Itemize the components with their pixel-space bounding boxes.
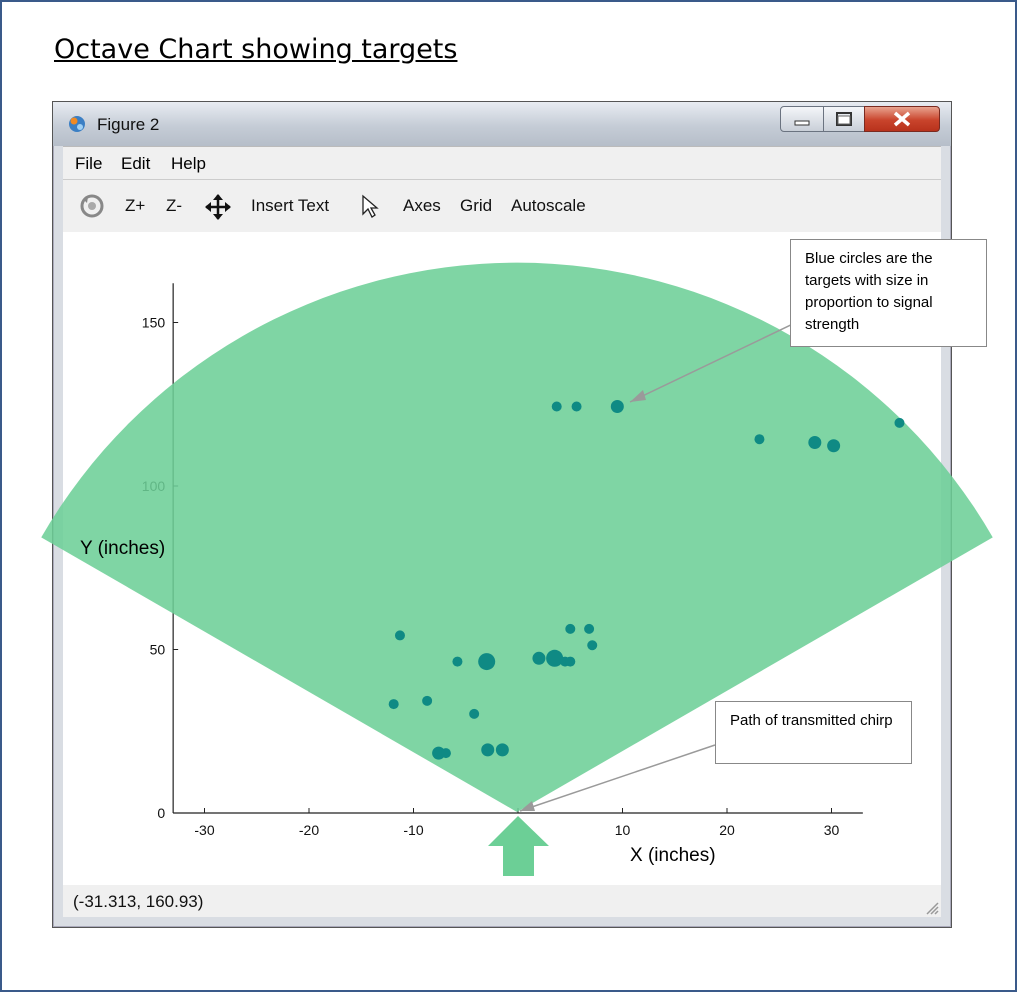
target-point [388,699,399,710]
insert-text-button[interactable]: Insert Text [251,196,330,215]
x-tick-label: -30 [194,822,214,838]
target-point [571,401,582,412]
target-point [432,746,446,760]
target-point [808,435,822,449]
toolbar: Z+ Z- Insert Text Axes Grid Autoscale [63,179,941,233]
status-bar: (-31.313, 160.93) [63,885,941,917]
x-tick-label: -10 [403,822,423,838]
y-tick-label: 50 [150,642,166,658]
target-point [478,653,496,671]
close-button[interactable] [864,106,940,132]
chirp-arrow [488,816,549,876]
target-point [610,400,624,414]
target-point [422,695,433,706]
target-point [565,623,576,634]
menu-file[interactable]: File [75,154,103,173]
chirp-leader-line [519,744,716,812]
select-pointer-icon[interactable] [360,194,380,220]
y-axis-label: Y (inches) [80,538,166,559]
x-tick-label: 10 [615,822,631,838]
slide-title: Octave Chart showing targets [54,34,458,65]
target-point [532,651,546,665]
target-point [587,640,598,651]
targets-callout: Blue circles are the targets with size i… [790,239,987,347]
zoom-in-button[interactable]: Z+ [125,196,146,215]
minimize-icon [794,120,810,126]
resize-grip-icon[interactable] [923,899,939,915]
menu-help[interactable]: Help [171,154,206,173]
y-tick-label: 0 [157,805,165,821]
target-point [440,748,451,759]
zoom-out-button[interactable]: Z- [166,196,183,215]
target-point [452,656,463,667]
chirp-callout: Path of transmitted chirp [715,701,912,764]
beam-sector [41,262,993,812]
octave-app-icon [69,116,85,132]
targets-leader-arrowhead [630,390,646,402]
x-tick-label: 30 [824,822,840,838]
cursor-coordinates: (-31.313, 160.93) [73,892,204,911]
axes-button[interactable]: Axes [403,196,441,215]
rotate-icon[interactable] [79,193,105,219]
x-axis-label: X (inches) [630,845,716,866]
pan-icon[interactable] [204,193,232,221]
target-point [551,401,562,412]
target-point [469,708,480,719]
chirp-leader-arrowhead [520,801,535,811]
target-point [495,743,509,757]
title-bar[interactable]: Figure 2 [53,102,951,146]
target-point [481,743,495,757]
maximize-icon [836,112,852,126]
maximize-button[interactable] [823,106,865,132]
x-tick-label: 20 [719,822,735,838]
target-point [565,656,576,667]
target-point [827,439,841,453]
x-tick-label: -20 [299,822,319,838]
window-title: Figure 2 [97,115,160,134]
menu-bar: File Edit Help [63,146,941,179]
target-point [894,417,905,428]
y-tick-label: 150 [142,315,166,331]
target-point [546,649,564,667]
menu-edit[interactable]: Edit [121,154,151,173]
autoscale-button[interactable]: Autoscale [511,196,586,215]
target-point [394,630,405,641]
close-icon [893,111,911,127]
target-point [584,623,595,634]
grid-button[interactable]: Grid [460,196,493,215]
target-point [754,434,765,445]
